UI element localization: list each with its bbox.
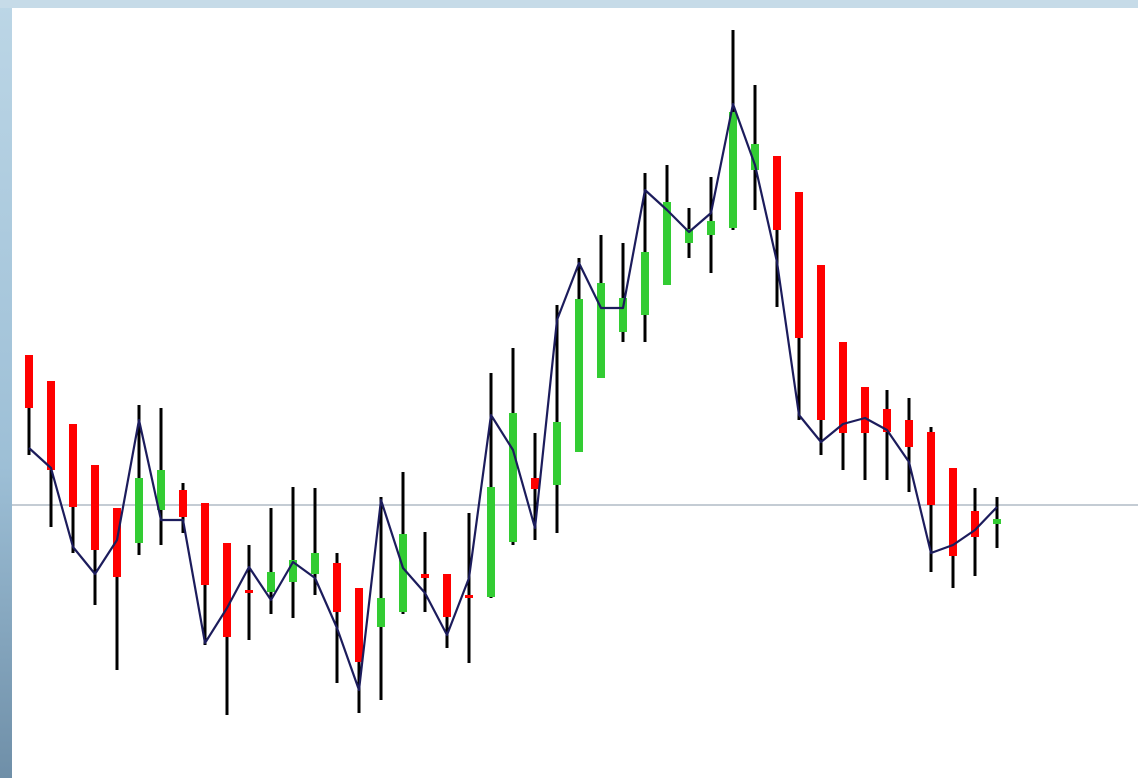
candle-body (69, 424, 77, 507)
candle-body (751, 144, 759, 170)
candle-body (597, 283, 605, 378)
candle-body (729, 112, 737, 228)
candle-body (157, 470, 165, 510)
candle-body (465, 595, 473, 598)
candle-body (971, 511, 979, 537)
candle-body (47, 381, 55, 470)
candle-body (707, 221, 715, 235)
candle-body (135, 478, 143, 543)
candle-body (179, 490, 187, 517)
candle-body (113, 508, 121, 577)
candle-body (927, 432, 935, 505)
candle-body (531, 478, 539, 489)
wallpaper-edge-left (0, 0, 12, 778)
candle-body (883, 409, 891, 432)
candle-body (333, 563, 341, 612)
candle-body (839, 342, 847, 433)
candle-body (817, 265, 825, 420)
candle-body (795, 192, 803, 338)
candle-body (905, 420, 913, 447)
candle-body (245, 590, 253, 593)
candle-body (25, 355, 33, 408)
candle-body (355, 588, 363, 662)
candle-body (949, 468, 957, 556)
candle-body (201, 503, 209, 585)
candle-body (311, 553, 319, 574)
candle-body (861, 387, 869, 433)
candle-body (289, 560, 297, 582)
candle-body (641, 252, 649, 315)
candle-body (267, 572, 275, 592)
candle-body (443, 574, 451, 617)
candle-body (993, 519, 1001, 524)
candle-body (399, 534, 407, 612)
candle-body (223, 543, 231, 637)
candle-body (487, 487, 495, 597)
wallpaper-edge-top (0, 0, 1138, 8)
candle-body (663, 202, 671, 285)
candle-body (773, 156, 781, 230)
candle-body (91, 465, 99, 550)
candle-body (553, 422, 561, 485)
candle-body (575, 299, 583, 452)
candle-body (509, 413, 517, 542)
candle-body (421, 574, 429, 578)
candle-body (377, 598, 385, 627)
candle-body (619, 298, 627, 332)
candle-body (685, 229, 693, 243)
line-series (28, 102, 998, 692)
